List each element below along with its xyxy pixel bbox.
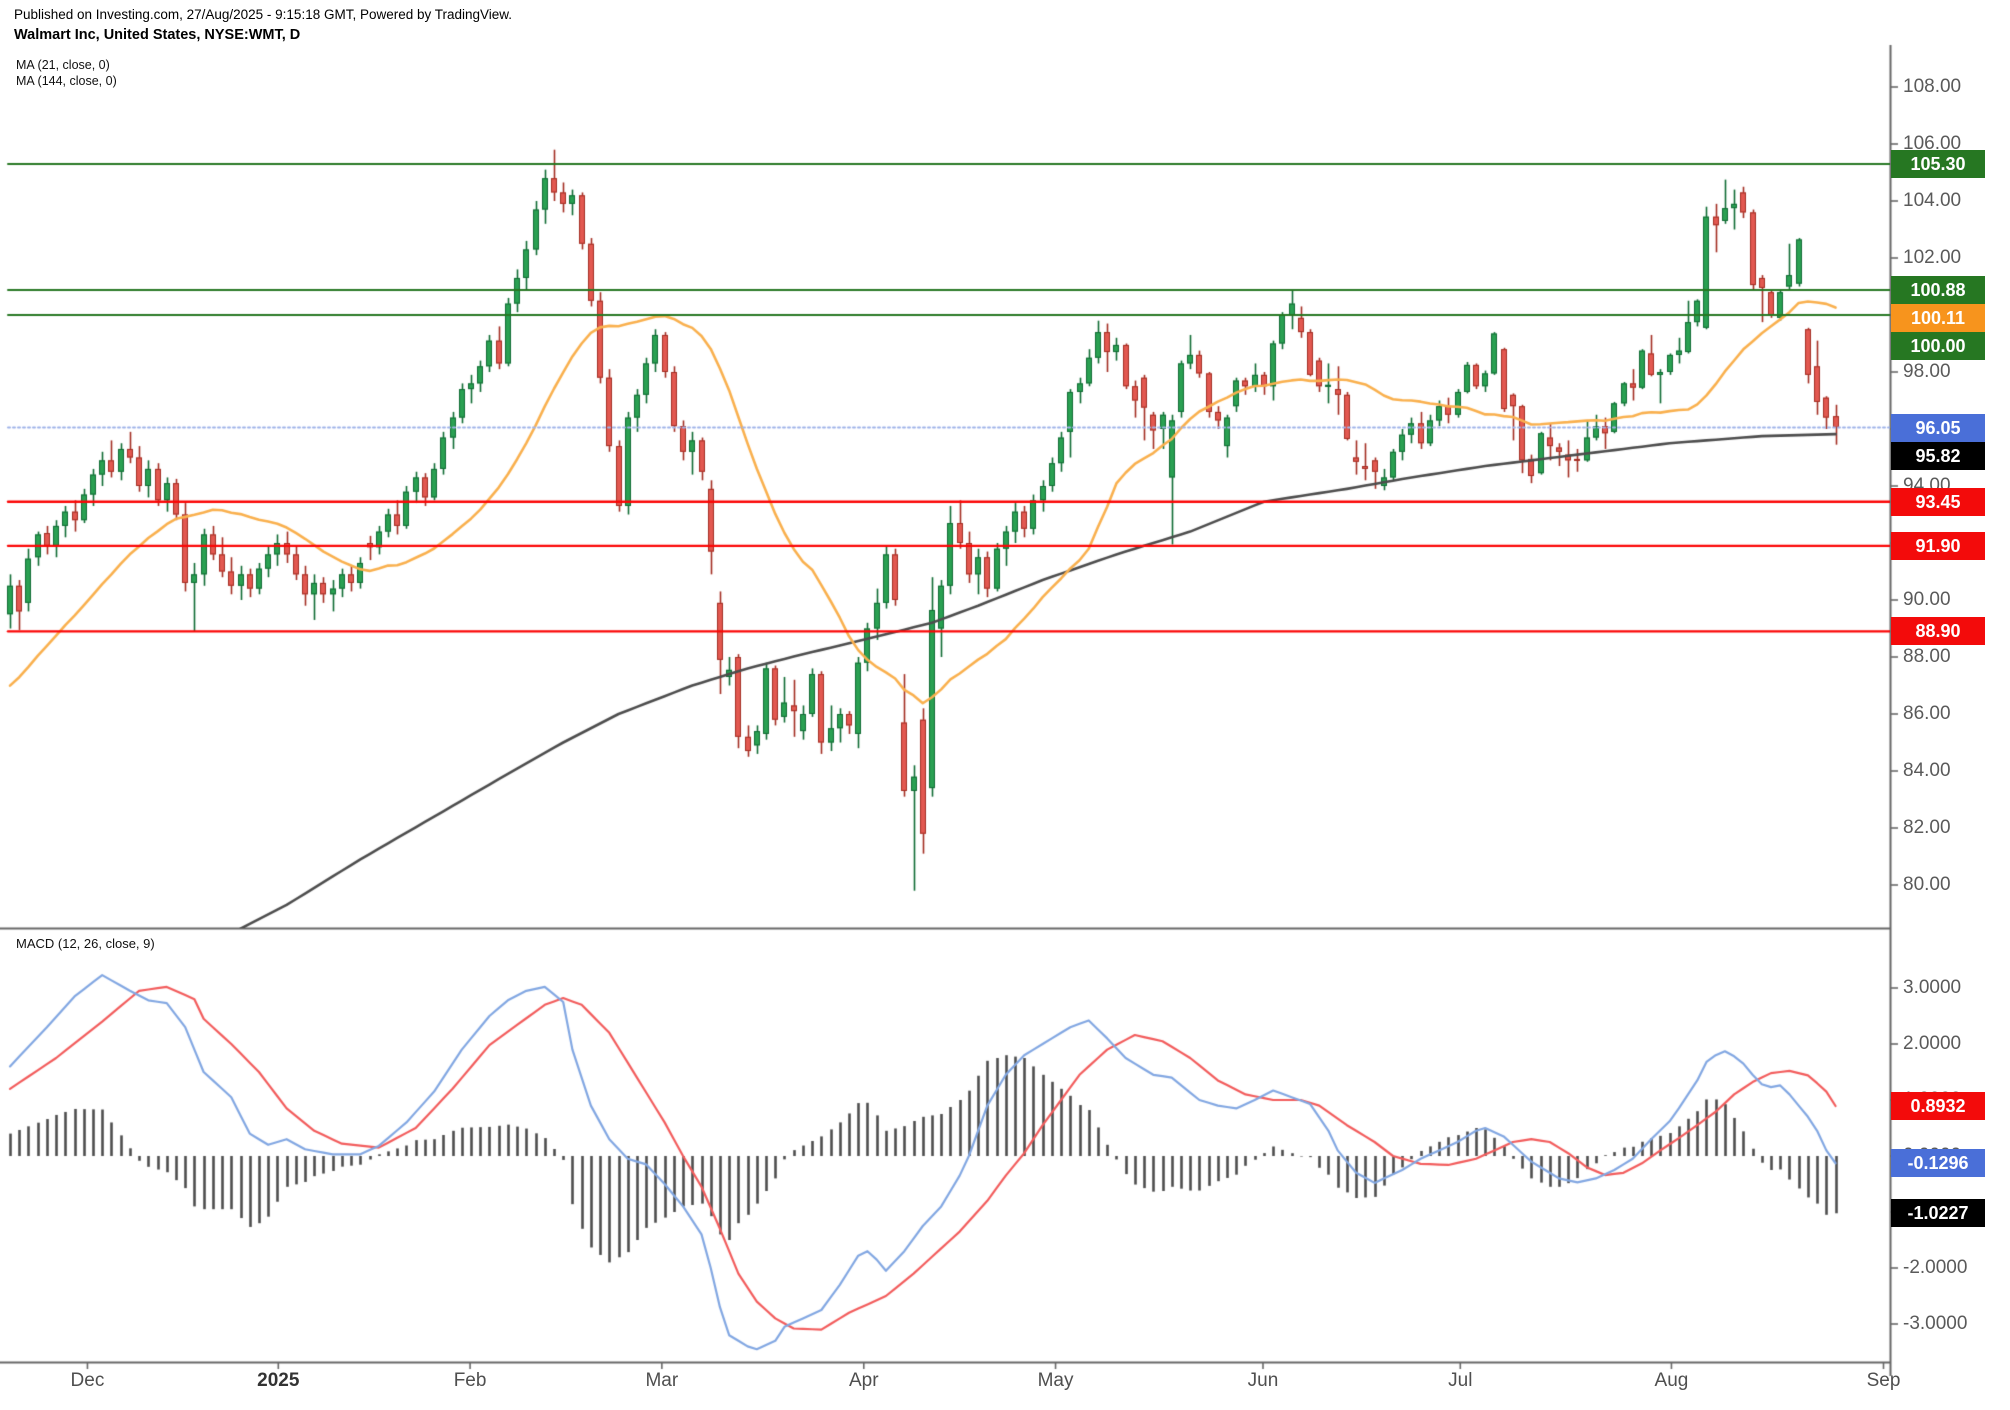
x-axis-month-jun: Jun	[1247, 1370, 1279, 1391]
y-axis-tick: -2.0000	[1903, 1257, 1968, 1278]
price-badge-93.45: 93.45	[1891, 487, 1985, 516]
macd-legend: MACD (12, 26, close, 9)	[16, 936, 155, 951]
price-badge-95.82: 95.82	[1891, 441, 1985, 470]
y-axis-tick: 90.00	[1903, 589, 1951, 610]
instrument-title: Walmart Inc, United States, NYSE:WMT, D	[14, 27, 301, 43]
x-axis-month-feb: Feb	[453, 1370, 487, 1391]
macd-badge--0.1296: -0.1296	[1891, 1149, 1985, 1178]
x-axis-month-jul: Jul	[1448, 1370, 1473, 1391]
macd-badge--1.0227: -1.0227	[1891, 1199, 1985, 1228]
y-axis-tick: 3.0000	[1903, 977, 1962, 998]
price-badge-96.05: 96.05	[1891, 413, 1985, 442]
x-axis-month-2025: 2025	[257, 1370, 300, 1391]
y-axis-tick: 2.0000	[1903, 1033, 1962, 1054]
x-axis-month-aug: Aug	[1654, 1370, 1689, 1391]
x-axis-month-sep: Sep	[1866, 1370, 1901, 1391]
y-axis-tick: 104.00	[1903, 190, 1962, 211]
macd-badge-0.8932: 0.8932	[1891, 1091, 1985, 1120]
y-axis-tick: 80.00	[1903, 874, 1951, 895]
y-axis-tick: 98.00	[1903, 361, 1951, 382]
y-axis-tick: -3.0000	[1903, 1313, 1968, 1334]
y-axis-tick: 82.00	[1903, 817, 1951, 838]
y-axis-tick: 108.00	[1903, 76, 1962, 97]
ma144-legend: MA (144, close, 0)	[16, 74, 117, 88]
price-badge-91.90: 91.90	[1891, 531, 1985, 560]
y-axis-tick: 86.00	[1903, 703, 1951, 724]
price-badge-100.00: 100.00	[1891, 331, 1985, 360]
price-badge-100.88: 100.88	[1891, 275, 1985, 304]
y-axis-tick: 106.00	[1903, 133, 1962, 154]
price-badge-88.90: 88.90	[1891, 617, 1985, 646]
y-axis-tick: 88.00	[1903, 646, 1951, 667]
ma21-legend: MA (21, close, 0)	[16, 58, 110, 72]
published-line: Published on Investing.com, 27/Aug/2025 …	[14, 7, 513, 22]
x-axis-month-dec: Dec	[70, 1370, 105, 1391]
price-badge-105.30: 105.30	[1891, 149, 1985, 178]
y-axis-tick: 102.00	[1903, 247, 1962, 268]
price-badge-100.11: 100.11	[1891, 303, 1985, 332]
x-axis-month-may: May	[1037, 1370, 1074, 1391]
x-axis-month-mar: Mar	[645, 1370, 679, 1391]
y-axis-tick: 84.00	[1903, 760, 1951, 781]
x-axis-month-apr: Apr	[848, 1370, 879, 1391]
